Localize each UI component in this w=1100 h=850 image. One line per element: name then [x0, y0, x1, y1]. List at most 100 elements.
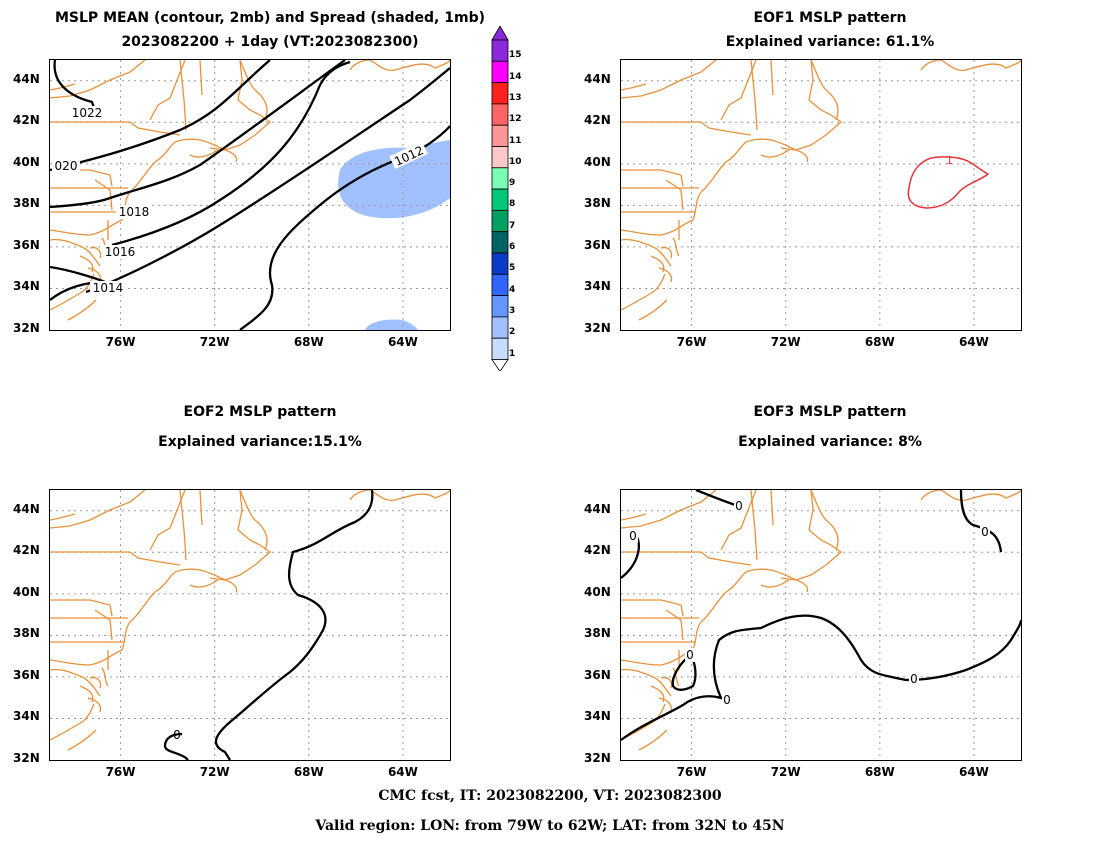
eof-contour-zero: [214, 490, 374, 760]
colorbar-swatch: [491, 316, 509, 339]
colorbar-arrow-top: [491, 26, 509, 41]
contour-label: 1: [946, 154, 953, 167]
colorbar-swatch: [491, 146, 509, 169]
colorbar-level-label: 5: [509, 263, 516, 274]
title-line2: Explained variance: 8%: [738, 434, 922, 450]
lat-tick-label: 44N: [13, 71, 40, 86]
coast-segment: [89, 676, 102, 689]
coast-segment: [810, 490, 839, 551]
lat-tick-label: 32N: [584, 751, 611, 765]
lon-tick-label: 76W: [105, 765, 136, 779]
lat-tick-label: 38N: [584, 626, 611, 641]
colorbar-level-label: 2: [509, 327, 516, 338]
map-eof3-svg: 0 0 0 0 0 0: [621, 490, 1021, 760]
isobars: [50, 60, 450, 330]
coast-segment: [745, 138, 809, 163]
coast-segment: [179, 490, 203, 561]
eof-contour-zero: [695, 490, 740, 508]
coast-segment: [920, 60, 942, 71]
coast-segment: [692, 571, 747, 651]
coast-segment: [672, 237, 680, 257]
coastline: [621, 60, 1021, 321]
colorbar-swatch: [491, 188, 509, 211]
eof3-contours: [621, 490, 1021, 741]
colorbar-swatch: [491, 295, 509, 318]
map-mean: 1022 020 1018 1016 1014 1012: [49, 59, 451, 331]
coast-segment: [50, 599, 128, 619]
colorbar-swatch: [491, 167, 509, 190]
coast-segment: [621, 83, 647, 91]
map-eof1-svg: 1: [621, 60, 1021, 330]
coast-segment: [349, 490, 371, 501]
colorbar-level-label: 8: [509, 199, 516, 210]
grid-lines: [621, 490, 1021, 760]
map-eof1: 1: [620, 59, 1022, 331]
colorbar-level-label: 12: [509, 114, 522, 125]
map-mean-svg: 1022 020 1018 1016 1014 1012: [50, 60, 450, 330]
contour-label: 0: [735, 499, 743, 513]
coast-segment: [638, 299, 668, 321]
coast-segment: [189, 149, 219, 158]
eof-contour-positive: [907, 156, 990, 209]
contour-label: 1018: [119, 205, 150, 219]
coast-segment: [121, 571, 176, 651]
coast-segment: [50, 219, 123, 236]
coast-segment: [780, 60, 843, 151]
colorbar-level-label: 7: [509, 220, 516, 231]
contour-label: 020: [55, 159, 78, 173]
lat-tick-label: 42N: [13, 543, 40, 558]
coast-segment: [94, 179, 113, 240]
title-line2: 2023082200 + 1day (VT:2023082300): [121, 34, 419, 50]
coast-segment: [239, 490, 268, 551]
coast-segment: [621, 490, 757, 566]
coast-segment: [50, 649, 123, 666]
coastline: [50, 60, 450, 321]
colorbar-swatch: [491, 337, 509, 360]
coastline: [50, 490, 450, 751]
colorbar-level-label: 10: [509, 156, 522, 167]
lat-tick-label: 40N: [584, 154, 611, 169]
title-line1: EOF3 MSLP pattern: [753, 404, 907, 420]
colorbar-level-label: 13: [509, 92, 522, 103]
contour-label: 0: [723, 693, 731, 707]
spread-colorbar: [491, 26, 509, 371]
coast-segment: [750, 60, 774, 131]
colorbar-swatch: [491, 252, 509, 275]
coast-segment: [369, 490, 450, 502]
panel-title-eof3: EOF3 MSLP pattern Explained variance: 8%: [620, 400, 1040, 454]
colorbar-swatch: [491, 39, 509, 62]
colorbar-level-label: 15: [509, 50, 522, 61]
map-eof2-svg: 0: [50, 490, 450, 760]
contour-label: 1022: [72, 106, 103, 120]
colorbar-swatch: [491, 209, 509, 233]
coast-segment: [621, 238, 672, 267]
panel-title-mean: MSLP MEAN (contour, 2mb) and Spread (sha…: [40, 6, 500, 54]
lon-tick-label: 64W: [387, 335, 418, 349]
coast-segment: [369, 60, 450, 72]
colorbar-level-label: 4: [509, 284, 516, 295]
lat-tick-label: 36N: [13, 667, 40, 682]
coast-segment: [621, 273, 666, 311]
lat-tick-label: 34N: [13, 709, 40, 724]
title-line2: Explained variance:15.1%: [158, 434, 362, 450]
coast-segment: [50, 668, 101, 697]
coast-segment: [750, 490, 774, 561]
panel-title-eof2: EOF2 MSLP pattern Explained variance:15.…: [50, 400, 470, 454]
coast-segment: [349, 60, 371, 71]
footer-line1: CMC fcst, IT: 2023082200, VT: 2023082300: [378, 788, 722, 804]
coast-segment: [621, 668, 672, 697]
spread-shade: [338, 140, 450, 219]
lon-tick-label: 76W: [676, 335, 707, 349]
coast-segment: [621, 60, 757, 136]
coast-segment: [760, 579, 790, 588]
colorbar-level-label: 1: [509, 348, 516, 359]
colorbar-swatch: [491, 231, 509, 254]
lon-tick-label: 76W: [676, 765, 707, 779]
coast-segment: [920, 490, 942, 501]
coastline: [621, 490, 1021, 751]
eof3-labels: 0 0 0 0 0 0: [628, 499, 990, 707]
lat-tick-label: 34N: [584, 279, 611, 294]
colorbar-level-label: 6: [509, 242, 516, 252]
contour-label: 1014: [93, 281, 124, 295]
lat-tick-label: 34N: [13, 279, 40, 294]
